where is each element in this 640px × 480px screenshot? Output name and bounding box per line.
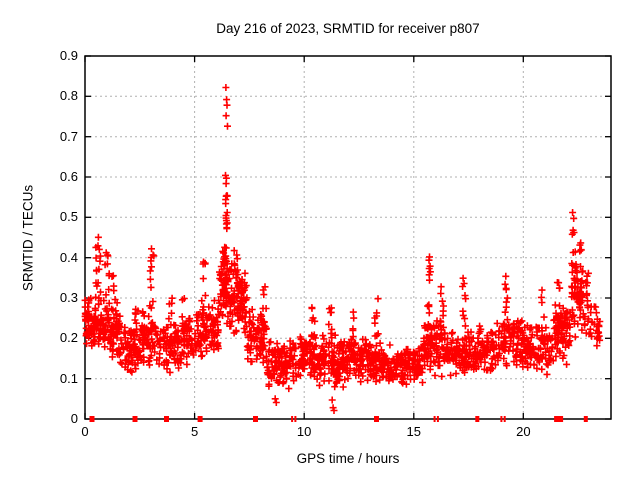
x-tick-label: 20 [516, 424, 531, 439]
y-tick-label: 0.2 [59, 330, 78, 346]
y-tick-label: 0 [70, 411, 78, 426]
x-tick-label: 15 [406, 424, 421, 439]
y-tick-label: 0.4 [59, 249, 78, 265]
x-tick-label: 0 [81, 424, 89, 439]
y-tick-label: 0.1 [59, 370, 78, 386]
x-axis-label: GPS time / hours [296, 451, 400, 466]
y-tick-label: 0.3 [59, 290, 78, 305]
y-tick-label: 0.9 [59, 48, 78, 63]
y-tick-label: 0.7 [59, 128, 78, 144]
y-axis-label: SRMTID / TECUs [20, 184, 36, 292]
chart-title: Day 216 of 2023, SRMTID for receiver p80… [216, 21, 480, 36]
y-tick-label: 0.8 [59, 88, 78, 104]
x-tick-label: 10 [296, 424, 312, 439]
y-tick-label: 0.6 [59, 169, 78, 184]
y-tick-label: 0.5 [59, 209, 78, 225]
x-tick-label: 5 [190, 424, 199, 439]
